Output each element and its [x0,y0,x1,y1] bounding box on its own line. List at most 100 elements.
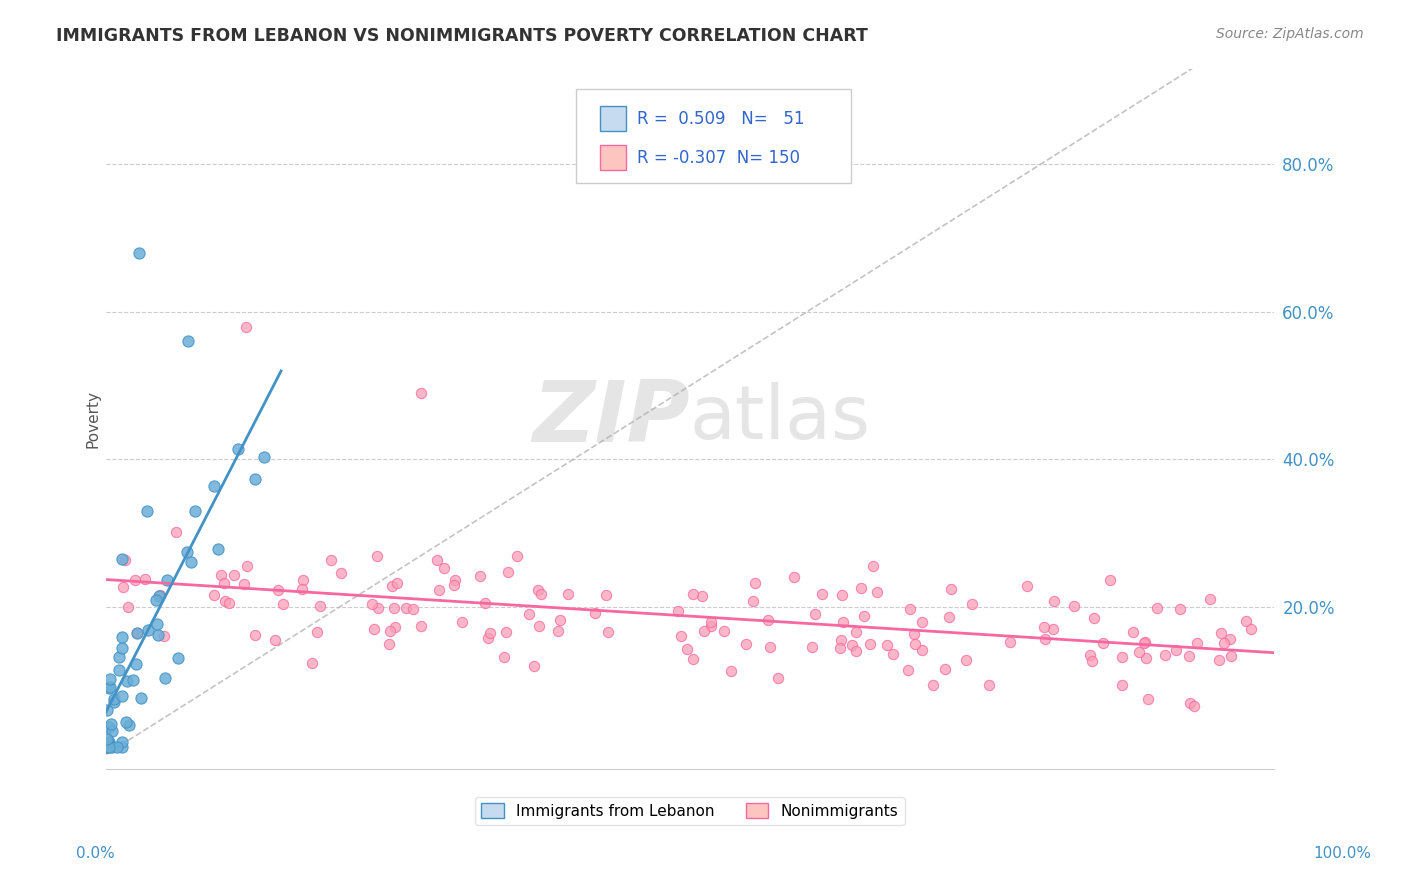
Point [127,626,149,640]
Point [153,671,176,685]
Point [98,672,121,686]
Point [366,549,388,564]
Point [671,629,693,643]
Point [98,720,121,734]
Point [264,633,287,648]
Y-axis label: Poverty: Poverty [86,390,100,448]
Point [98,680,121,694]
Point [530,587,553,601]
Point [1164,643,1187,657]
Point [527,583,550,598]
Point [882,647,904,661]
Point [898,602,921,616]
Point [117,674,139,689]
Point [212,576,235,591]
Point [759,640,782,654]
Point [402,602,425,616]
Point [134,572,156,586]
Point [1168,601,1191,615]
Point [243,628,266,642]
Point [1017,579,1039,593]
Point [734,637,756,651]
Point [517,607,540,621]
Point [218,596,240,610]
Point [876,639,898,653]
Point [97,681,120,696]
Point [111,740,134,755]
Point [291,582,314,596]
Point [427,583,450,598]
Point [381,579,404,593]
Point [690,590,713,604]
Point [523,659,546,673]
Point [232,576,254,591]
Point [166,525,188,540]
Point [547,624,569,638]
Point [862,559,884,574]
Point [1133,636,1156,650]
Point [103,691,125,706]
Point [1220,648,1243,663]
Point [1042,623,1064,637]
Text: 0.0%: 0.0% [76,847,115,861]
Point [330,566,353,581]
Point [682,652,704,666]
Point [98,737,121,751]
Point [1033,632,1056,646]
Point [830,632,852,647]
Point [125,657,148,672]
Point [1146,600,1168,615]
Point [135,504,157,518]
Point [1234,614,1257,628]
Point [384,601,406,615]
Point [226,442,249,456]
Point [831,615,853,629]
Point [595,588,617,602]
Point [103,695,125,709]
Point [425,553,447,567]
Text: R = -0.307  N= 150: R = -0.307 N= 150 [637,149,800,167]
Point [700,619,723,633]
Point [979,677,1001,691]
Point [100,716,122,731]
Point [1208,653,1230,667]
Point [1213,636,1236,650]
Point [209,568,232,582]
Point [96,732,118,747]
Point [828,640,851,655]
Point [1219,632,1241,647]
Point [934,662,956,676]
Point [831,588,853,602]
Point [96,703,118,717]
Point [1198,591,1220,606]
Point [477,631,499,645]
Point [1081,654,1104,668]
Point [1185,636,1208,650]
Point [666,604,689,618]
Point [307,625,329,640]
Point [479,626,502,640]
Point [118,718,141,732]
Point [548,614,571,628]
Point [903,627,925,641]
Point [713,624,735,638]
Point [411,618,433,632]
Point [700,615,723,629]
Point [1078,648,1101,662]
Point [675,641,697,656]
Point [149,588,172,602]
Point [166,651,188,665]
Point [97,740,120,755]
Point [938,609,960,624]
Point [1099,573,1122,587]
Point [107,664,129,678]
Point [852,609,875,624]
Point [720,664,742,678]
Point [1178,648,1201,663]
Point [1091,636,1114,650]
Point [744,575,766,590]
Point [148,589,170,603]
Point [1083,611,1105,625]
Point [136,623,159,637]
Point [117,599,139,614]
